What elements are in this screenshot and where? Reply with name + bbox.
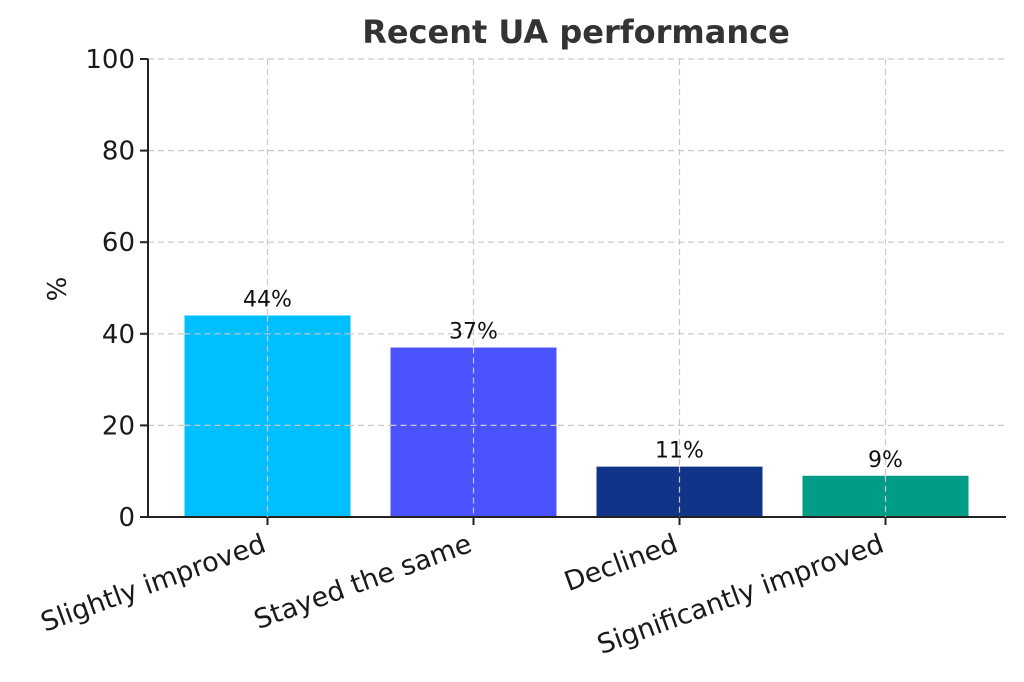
x-tick-label: Stayed the same (250, 528, 476, 635)
data-label: 9% (868, 448, 903, 473)
data-label: 11% (655, 439, 704, 464)
labels: 44% 37% 11% 9% (184, 287, 903, 517)
chart-title: Recent UA performance (362, 13, 790, 51)
y-tick-label: 20 (102, 411, 135, 441)
y-axis-label: % (43, 277, 73, 302)
x-tick-label: Declined (560, 528, 682, 598)
y-tick-label: 60 (102, 228, 135, 258)
y-tick-label: 80 (102, 137, 135, 167)
x-tick-label: Slightly improved (37, 528, 270, 638)
y-tick-label: 40 (102, 320, 135, 350)
data-label: 37% (449, 320, 498, 345)
data-label: 44% (243, 287, 292, 312)
y-tick-label: 0 (118, 503, 135, 533)
y-tick-label: 100 (85, 45, 135, 75)
bars (184, 315, 969, 517)
